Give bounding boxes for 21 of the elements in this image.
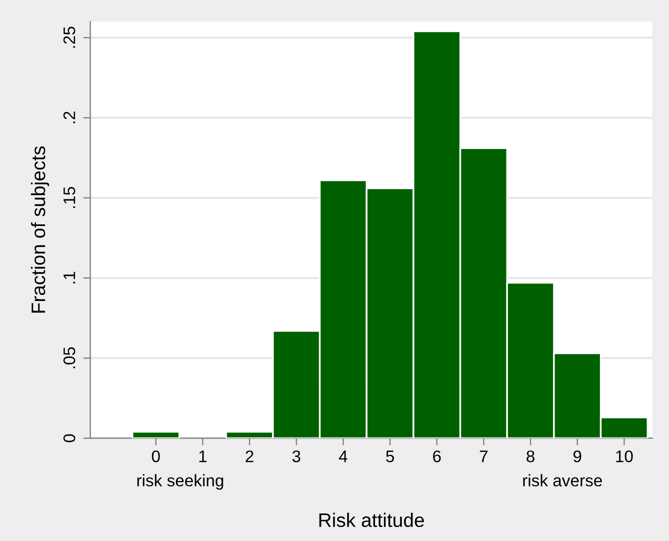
x-tick-label: 0 bbox=[152, 450, 160, 462]
text: risk averse bbox=[523, 474, 602, 486]
y-tick-label: .25 bbox=[63, 26, 76, 48]
text: risk seeking bbox=[137, 474, 224, 490]
x-tick-label: 8 bbox=[526, 450, 534, 462]
x-axis-title: Risk attitude bbox=[319, 512, 424, 528]
y-tick-label: .15 bbox=[64, 186, 76, 208]
x-tick-label: 3 bbox=[292, 450, 300, 462]
x-tick-label: 10 bbox=[616, 450, 633, 462]
x-tick-label: 9 bbox=[573, 450, 582, 462]
x-tick-label: 7 bbox=[480, 450, 488, 462]
y-axis-title: Fraction of subjects bbox=[30, 146, 50, 313]
y-tick-label: 0 bbox=[63, 434, 76, 442]
x-tick-label: 5 bbox=[386, 450, 394, 462]
y-tick-label: .1 bbox=[64, 272, 76, 284]
x-tick-label: 6 bbox=[433, 450, 441, 462]
y-tick-label: .2 bbox=[63, 112, 76, 124]
x-tick-label: 4 bbox=[338, 450, 348, 462]
x-tick-label: 1 bbox=[199, 450, 207, 462]
y-tick-label: .05 bbox=[63, 347, 76, 368]
x-tick-label: 2 bbox=[246, 450, 254, 462]
